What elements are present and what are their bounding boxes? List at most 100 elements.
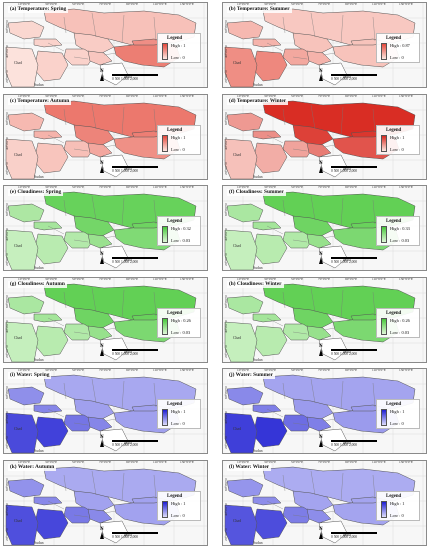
longitude-label: 130°0'0"E [180,276,194,281]
country-borders [266,196,376,243]
latitude-label: 60°0'0"N [224,295,228,308]
scale-labels: 0 500 1,000 2,000 [331,168,358,173]
legend-color-ramp [162,501,168,518]
legend-low: Low : 0 [171,421,185,427]
region-europe [226,478,264,498]
region-africa [5,138,39,179]
latitude-label: 20°0'0"N [224,70,228,83]
scale-labels: 0 500 1,000 2,000 [331,260,358,265]
longitude-label: 130°0'0"E [180,368,194,373]
longitude-label: 130°0'0"E [180,93,194,98]
legend-title: Legend [386,310,402,316]
scale-bar [331,440,377,443]
scale-labels: 0 500 1,000 2,000 [112,77,139,81]
place-label: Chad [233,152,242,157]
longitude-label: 90°0'0"E [345,368,358,373]
country-borders [47,104,157,151]
panel-title: (h) Cloudiness: Winter [227,280,284,288]
longitude-label: 50°0'0"E [72,93,85,98]
legend-title: Legend [386,127,402,133]
scale-bar [331,74,377,76]
latitude-label: 40°0'0"N [224,45,228,58]
region-arabia [252,325,288,357]
legend-low: Low : 0.03 [171,238,191,244]
country-borders [266,379,376,426]
panel-title: (l) Water: Winter [227,464,272,471]
legend-high: High : 1 [390,134,405,140]
legend-title: Legend [167,36,183,41]
region-europe [7,203,45,223]
region-stan [87,325,113,341]
longitude-label: 30°0'0"E [264,276,277,281]
legend-low: Low : 0 [390,146,404,152]
region-arabia [252,508,288,540]
region-stan [306,508,332,524]
region-europe [7,478,45,498]
map-panel: 10°0'0"E 30°0'0"E 50°0'0"E 70°0'0"E 90°0'0"E… [222,93,427,180]
map-panel: 10°0'0"E 30°0'0"E 50°0'0"E 70°0'0"E 90°0'0"E… [3,460,208,546]
longitude-label: 50°0'0"E [72,276,85,281]
longitude-label: 50°0'0"E [291,276,304,281]
region-stan [306,50,332,66]
region-africa [224,229,258,271]
latitude-label: 20°0'0"N [5,162,9,175]
longitude-label: 10°0'0"E [18,185,31,190]
place-label: Sudan [253,266,263,271]
legend-low: Low : 0 [171,513,185,518]
scale-bar [331,532,377,534]
panel-title: (c) Temperature: Autumn [8,97,72,105]
latitude-label: 60°0'0"N [5,203,9,217]
longitude-label: 130°0'0"E [399,460,413,464]
longitude-label: 30°0'0"E [45,185,58,190]
longitude-label: 10°0'0"E [237,276,250,281]
legend-title: Legend [167,310,183,316]
longitude-label: 50°0'0"E [72,368,85,373]
legend-low: Low : 0.03 [390,238,410,244]
longitude-label: 10°0'0"E [18,2,31,6]
legend: Legend High : 1 Low : 0 [157,491,201,521]
legend: Legend High : 1 Low : 0 [157,33,201,63]
longitude-label: 110°0'0"E [372,368,386,373]
region-arabia [33,325,69,357]
legend-title: Legend [167,402,183,408]
place-label: Sudan [253,174,263,179]
place-label: India [343,258,351,263]
panel-title: (i) Water: Spring [8,372,52,380]
region-europe [226,295,264,315]
longitude-label: 10°0'0"E [237,460,250,464]
region-stan [306,142,332,157]
latitude-label: 60°0'0"N [224,20,228,33]
place-label: Chad [14,427,23,432]
legend-color-ramp [162,226,168,244]
place-label: Chad [233,335,242,340]
north-arrow-icon [319,440,323,448]
map-panel: 10°0'0"E 30°0'0"E 50°0'0"E 70°0'0"E 90°0'0"E… [3,185,208,272]
place-label: Sudan [253,357,263,362]
longitude-label: 50°0'0"E [291,185,304,190]
place-label: Sudan [253,541,263,545]
scale-bar [112,440,158,443]
longitude-label: 90°0'0"E [345,185,358,190]
country-borders [47,470,157,518]
latitude-label: 60°0'0"N [5,112,9,125]
longitude-label: 90°0'0"E [345,93,358,98]
longitude-label: 70°0'0"E [318,368,331,373]
legend-low: Low : 0.03 [390,329,410,335]
north-arrow-icon [319,74,323,81]
latitude-label: 60°0'0"N [224,478,228,491]
scale-labels: 0 500 1,000 2,000 [331,351,358,356]
latitude-label: 60°0'0"N [224,386,228,400]
place-label: India [124,533,132,537]
region-africa [5,321,39,362]
place-label: Sudan [34,541,44,545]
country-borders [266,470,376,518]
legend-high: High : 1 [390,501,405,506]
north-label: N [319,435,323,441]
longitude-label: 70°0'0"E [318,460,331,464]
map-panel: 10°0'0"E 30°0'0"E 50°0'0"E 70°0'0"E 90°0'0"E… [222,2,427,88]
legend-color-ramp [381,317,387,335]
north-label: N [100,435,104,441]
north-arrow-icon [100,440,104,448]
north-label: N [100,343,104,349]
legend-color-ramp [381,134,387,152]
